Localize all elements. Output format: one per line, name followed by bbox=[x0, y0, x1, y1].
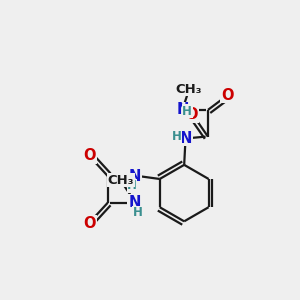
Text: methyl: methyl bbox=[122, 183, 127, 184]
Text: O: O bbox=[221, 88, 233, 103]
Text: N: N bbox=[128, 195, 141, 210]
Text: O: O bbox=[84, 148, 96, 163]
Text: H: H bbox=[172, 130, 182, 143]
Text: CH₃: CH₃ bbox=[176, 82, 202, 96]
Text: H: H bbox=[182, 105, 192, 118]
Text: O: O bbox=[185, 107, 198, 122]
Text: N: N bbox=[179, 130, 192, 146]
Text: N: N bbox=[128, 169, 141, 184]
Text: H: H bbox=[127, 179, 137, 192]
Text: O: O bbox=[84, 216, 96, 231]
Text: CH₃: CH₃ bbox=[108, 174, 134, 187]
Text: H: H bbox=[133, 206, 142, 219]
Text: N: N bbox=[176, 102, 189, 117]
